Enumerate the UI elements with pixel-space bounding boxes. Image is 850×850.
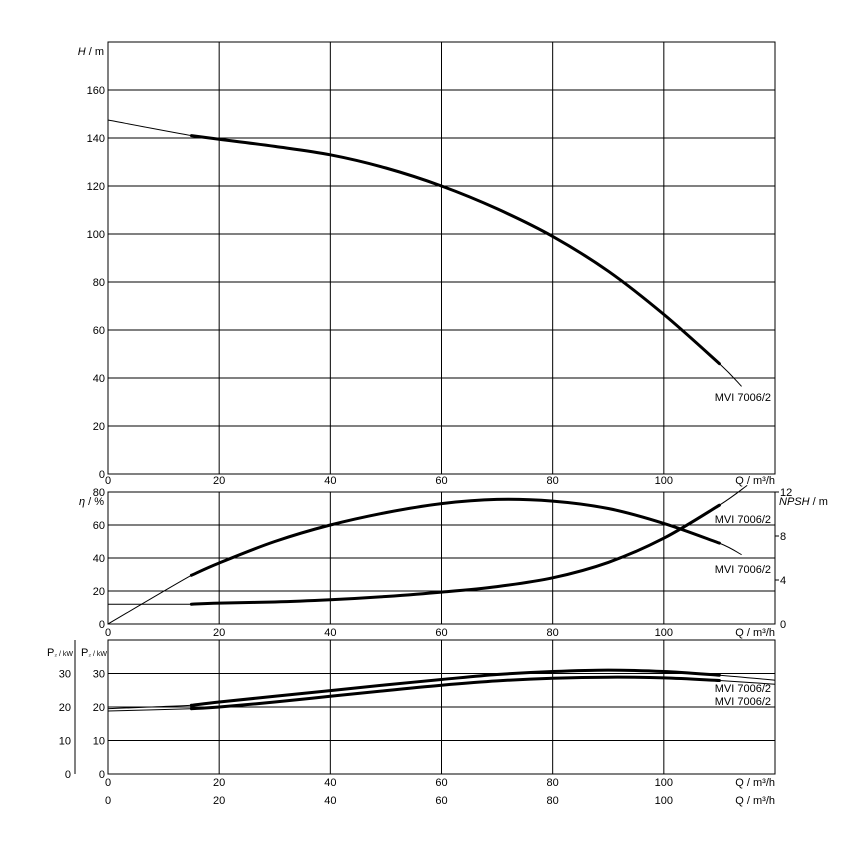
head-curve-label: MVI 7006/2 bbox=[715, 392, 771, 404]
npsh-y-tick-label: 0 bbox=[780, 619, 786, 631]
power-y-tick-label: 20 bbox=[93, 702, 105, 714]
power-x-tick-label-outer: 20 bbox=[213, 795, 225, 807]
head-y-tick-label: 60 bbox=[93, 325, 105, 337]
eff-x-tick-label: 100 bbox=[655, 627, 673, 639]
power-x-tick-label: 60 bbox=[435, 777, 447, 789]
head-y-tick-label: 40 bbox=[93, 373, 105, 385]
power-y-tick-label-outer: 30 bbox=[59, 669, 71, 681]
power-x-tick-label: 40 bbox=[324, 777, 336, 789]
head-x-tick-label: 80 bbox=[547, 475, 559, 487]
power-x-tick-label: 80 bbox=[547, 777, 559, 789]
head-curve-thin bbox=[107, 119, 742, 387]
eff-y-tick-label: 0 bbox=[99, 619, 105, 631]
eff-x-tick-label: 80 bbox=[547, 627, 559, 639]
eff-x-axis-label: Q / m³/h bbox=[735, 627, 775, 639]
power-x-axis-label: Q / m³/h bbox=[735, 777, 775, 789]
power-y-tick-label-outer: 0 bbox=[65, 769, 71, 781]
npsh-curve bbox=[189, 503, 721, 606]
npsh-y-axis-label: NPSH / m bbox=[779, 496, 828, 508]
npsh-y-tick-label: 4 bbox=[780, 575, 786, 587]
head-y-tick-label: 20 bbox=[93, 421, 105, 433]
power-x-tick-label-outer: 80 bbox=[547, 795, 559, 807]
power-x-tick-label-outer: 40 bbox=[324, 795, 336, 807]
npsh-y-tick-label: 8 bbox=[780, 531, 786, 543]
head-y-tick-label: 120 bbox=[87, 181, 105, 193]
power-x-tick-label: 20 bbox=[213, 777, 225, 789]
head-y-tick-label: 80 bbox=[93, 277, 105, 289]
head-y-tick-label: 100 bbox=[87, 229, 105, 241]
eff-y-tick-label: 20 bbox=[93, 586, 105, 598]
head-x-tick-label: 40 bbox=[324, 475, 336, 487]
power-curve-label-2: MVI 7006/2 bbox=[715, 696, 771, 708]
power-x-tick-label-outer: 100 bbox=[655, 795, 673, 807]
head-x-axis-label: Q / m³/h bbox=[735, 475, 775, 487]
eff-x-tick-label: 20 bbox=[213, 627, 225, 639]
npsh-y-tick-label: 12 bbox=[780, 487, 792, 499]
power-y-tick-label: 10 bbox=[93, 736, 105, 748]
power-curve-label-1: MVI 7006/2 bbox=[715, 683, 771, 695]
power-y-axis-label: P₂ / kW bbox=[81, 647, 107, 659]
head-x-tick-label: 100 bbox=[655, 475, 673, 487]
power-y-tick-label-outer: 20 bbox=[59, 702, 71, 714]
eff-x-tick-label: 60 bbox=[435, 627, 447, 639]
power-x-tick-label: 0 bbox=[105, 777, 111, 789]
power-curve-1 bbox=[189, 668, 721, 707]
head-x-tick-label: 20 bbox=[213, 475, 225, 487]
power-y-tick-label: 30 bbox=[93, 669, 105, 681]
efficiency-curve bbox=[189, 497, 721, 577]
eff-x-tick-label: 0 bbox=[105, 627, 111, 639]
eff-y-tick-label: 40 bbox=[93, 553, 105, 565]
power-y-axis-label-outer: P₂ / kW bbox=[47, 647, 73, 659]
efficiency-curve-label: MVI 7006/2 bbox=[715, 564, 771, 576]
head-curve bbox=[189, 134, 721, 366]
power-y-tick-label: 0 bbox=[99, 769, 105, 781]
eff-y-tick-label: 80 bbox=[93, 487, 105, 499]
head-y-tick-label: 140 bbox=[87, 133, 105, 145]
head-y-tick-label: 0 bbox=[99, 469, 105, 481]
head-y-tick-label: 160 bbox=[87, 85, 105, 97]
head-y-axis-label: H / m bbox=[78, 46, 104, 58]
npsh-curve-label: MVI 7006/2 bbox=[715, 514, 771, 526]
power-x-tick-label-outer: 0 bbox=[105, 795, 111, 807]
head-x-tick-label: 60 bbox=[435, 475, 447, 487]
power-x-tick-label: 100 bbox=[655, 777, 673, 789]
eff-y-axis-label: η / % bbox=[79, 496, 104, 508]
eff-x-tick-label: 40 bbox=[324, 627, 336, 639]
power-x-axis-label-outer: Q / m³/h bbox=[735, 795, 775, 807]
eff-y-tick-label: 60 bbox=[93, 520, 105, 532]
power-curve-2 bbox=[189, 675, 721, 711]
head-x-tick-label: 0 bbox=[105, 475, 111, 487]
power-x-tick-label-outer: 60 bbox=[435, 795, 447, 807]
power-y-tick-label-outer: 10 bbox=[59, 736, 71, 748]
